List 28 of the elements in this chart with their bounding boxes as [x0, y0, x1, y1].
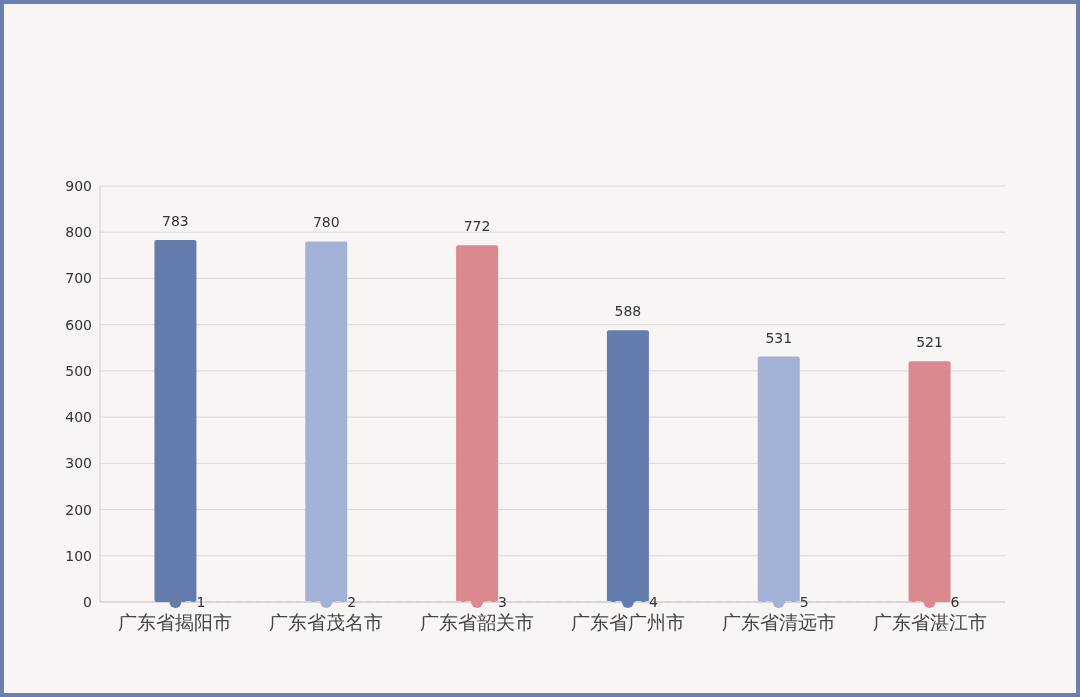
annotation: 2 [347, 594, 357, 610]
x-tick-label: 广东省韶关市 [420, 611, 535, 633]
y-tick-label: 0 [83, 594, 92, 610]
y-tick-label: 600 [65, 316, 92, 333]
annotation: 1 [196, 594, 206, 610]
y-tick-label: 200 [65, 501, 92, 518]
data-label: 780 [312, 214, 340, 231]
x-tick-label: 广东省揭阳市 [118, 611, 233, 633]
x-tick-label: 广东省湛江市 [872, 611, 987, 633]
data-label: 531 [765, 329, 793, 346]
annotation: 4 [648, 594, 658, 610]
annotation: 5 [799, 594, 809, 610]
x-tick-label: 广东省清远市 [721, 611, 836, 633]
y-tick-label: 400 [65, 409, 92, 426]
y-tick-label: 900 [65, 178, 92, 194]
y-tick-label: 700 [65, 270, 92, 287]
data-label: 588 [614, 303, 642, 320]
data-label: 521 [916, 334, 943, 351]
data-label: 783 [162, 213, 189, 230]
y-tick-label: 800 [65, 224, 92, 241]
annotation: 6 [950, 594, 960, 610]
y-tick-label: 300 [65, 455, 92, 472]
y-tick-label: 500 [65, 362, 92, 379]
annotation: 3 [498, 594, 508, 610]
y-tick-label: 100 [65, 547, 92, 564]
x-tick-label: 广东省茂名市 [269, 611, 384, 633]
data-label: 772 [463, 218, 491, 235]
x-tick-label: 广东省广州市 [570, 611, 685, 633]
